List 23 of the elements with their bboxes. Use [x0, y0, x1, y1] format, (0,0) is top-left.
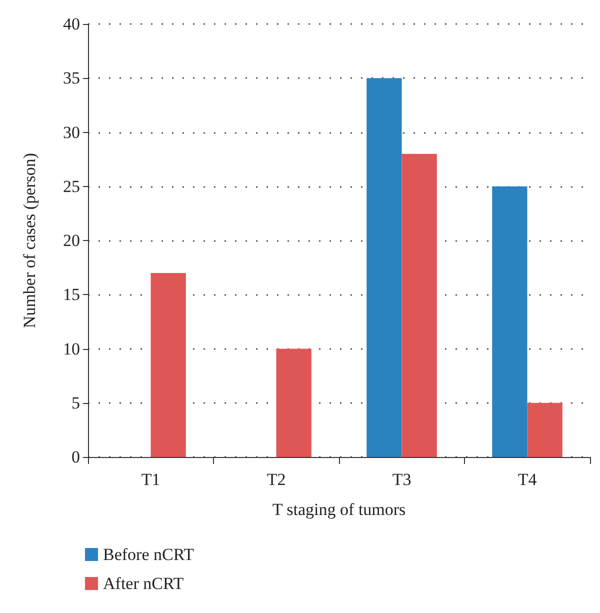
bar	[150, 272, 186, 457]
x-tick-label: T4	[518, 470, 538, 489]
y-tick-label: 25	[63, 176, 80, 196]
bar	[492, 186, 528, 457]
y-tick-label: 10	[63, 339, 80, 358]
bar	[276, 348, 312, 457]
x-tick-label: T1	[141, 470, 160, 489]
bar	[527, 402, 562, 457]
x-tick-label: T2	[266, 470, 286, 489]
y-tick-label: 0	[72, 448, 80, 466]
y-axis-title: Number of cases (person)	[20, 152, 39, 328]
bar	[366, 78, 402, 457]
legend-label: Before nCRT	[103, 545, 195, 564]
y-tick-label: 15	[63, 285, 80, 304]
bar	[402, 154, 437, 457]
x-axis-title: T staging of tumors	[272, 500, 406, 519]
y-tick-label: 20	[63, 231, 80, 250]
y-tick-label: 40	[63, 14, 80, 34]
y-tick-label: 5	[72, 393, 80, 412]
y-tick-label: 35	[63, 68, 80, 88]
y-tick-label: 30	[63, 122, 80, 142]
x-tick-label: T3	[392, 470, 412, 489]
legend-label: After nCRT	[103, 574, 184, 593]
